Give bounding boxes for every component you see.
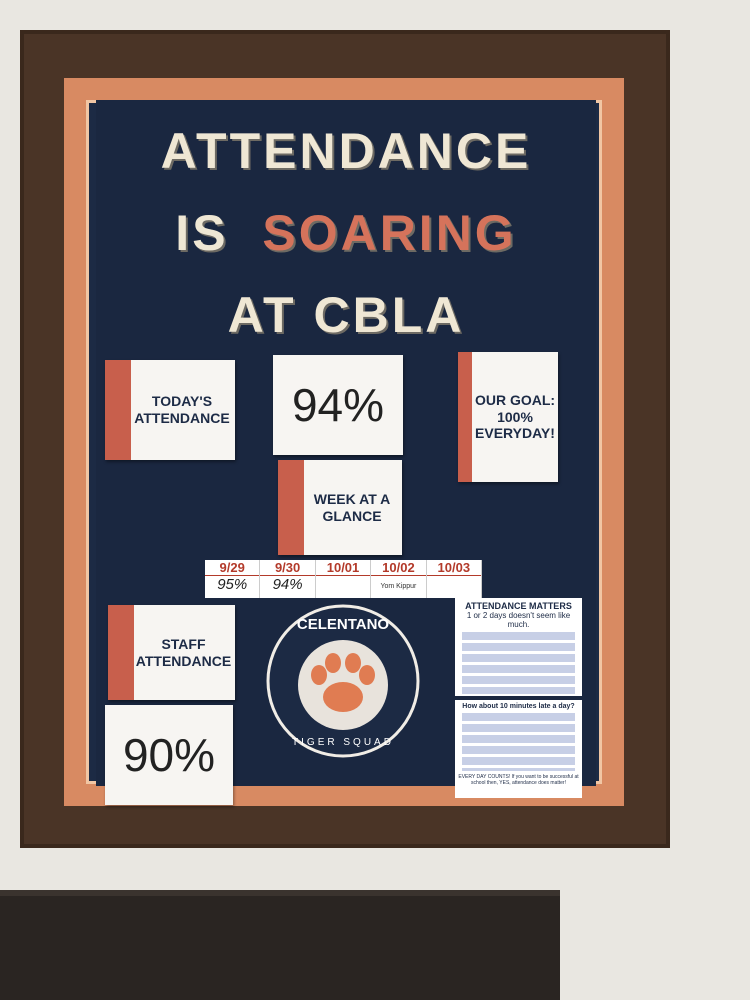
day-date: 10/02	[371, 560, 426, 576]
card: TODAY'S ATTENDANCE	[105, 360, 235, 460]
paw	[311, 653, 375, 712]
title-line: AT CBLA	[227, 287, 465, 343]
value-card: 94%	[273, 355, 403, 455]
card-label: TODAY'S ATTENDANCE	[134, 393, 230, 426]
week-day: 10/01	[315, 560, 372, 598]
poster-title: How about 10 minutes late a day?	[462, 703, 575, 710]
card: WEEK AT A GLANCE	[278, 460, 402, 555]
week-day: 9/30 94%	[260, 560, 316, 598]
title-word: IS	[175, 205, 229, 261]
day-value: 95%	[217, 576, 248, 593]
day-date: 9/30	[260, 560, 315, 576]
logo: CELENTANO TIGER SQUAD	[266, 604, 420, 758]
week-day: 10/02 Yom Kippur	[371, 560, 427, 598]
poster-table	[462, 632, 575, 694]
card: OUR GOAL: 100% EVERYDAY!	[458, 352, 558, 482]
card-label: STAFF ATTENDANCE	[135, 635, 232, 669]
week-strip: 9/29 95% 9/30 94% 10/01 10/02 Yom Kippur 10/03	[205, 560, 483, 598]
title-word: SOARING	[262, 205, 517, 261]
poster-subtitle: 1 or 2 days doesn't seem like much.	[466, 611, 571, 629]
day-value: 94%	[272, 576, 303, 593]
logo-name: CELENTANO	[297, 616, 390, 633]
day-date: 10/01	[315, 560, 371, 576]
title-line: ATTENDANCE	[160, 123, 532, 179]
goal-text: OUR GOAL: 100% EVERYDAY!	[474, 391, 556, 442]
poster-title: ATTENDANCE MATTERS	[465, 601, 572, 611]
value-card: 90%	[105, 705, 233, 805]
poster: How about 10 minutes late a day? EVERY D…	[455, 700, 582, 798]
table	[0, 890, 560, 1000]
poster-table	[462, 713, 575, 771]
week-day: 9/29 95%	[205, 560, 261, 598]
logo-subtitle: TIGER SQUAD	[292, 737, 394, 748]
card: STAFF ATTENDANCE	[108, 605, 235, 700]
day-date: 9/29	[205, 560, 260, 576]
poster: ATTENDANCE MATTERS 1 or 2 days doesn't s…	[455, 598, 582, 696]
day-date: 10/03	[426, 560, 482, 576]
day-note: Yom Kippur	[380, 583, 417, 590]
poster-footer: EVERY DAY COUNTS! If you want to be succ…	[458, 774, 579, 786]
title-line: IS SOARING	[96, 204, 596, 262]
card-label: WEEK AT A GLANCE	[313, 490, 391, 524]
week-day: 10/03	[426, 560, 483, 598]
